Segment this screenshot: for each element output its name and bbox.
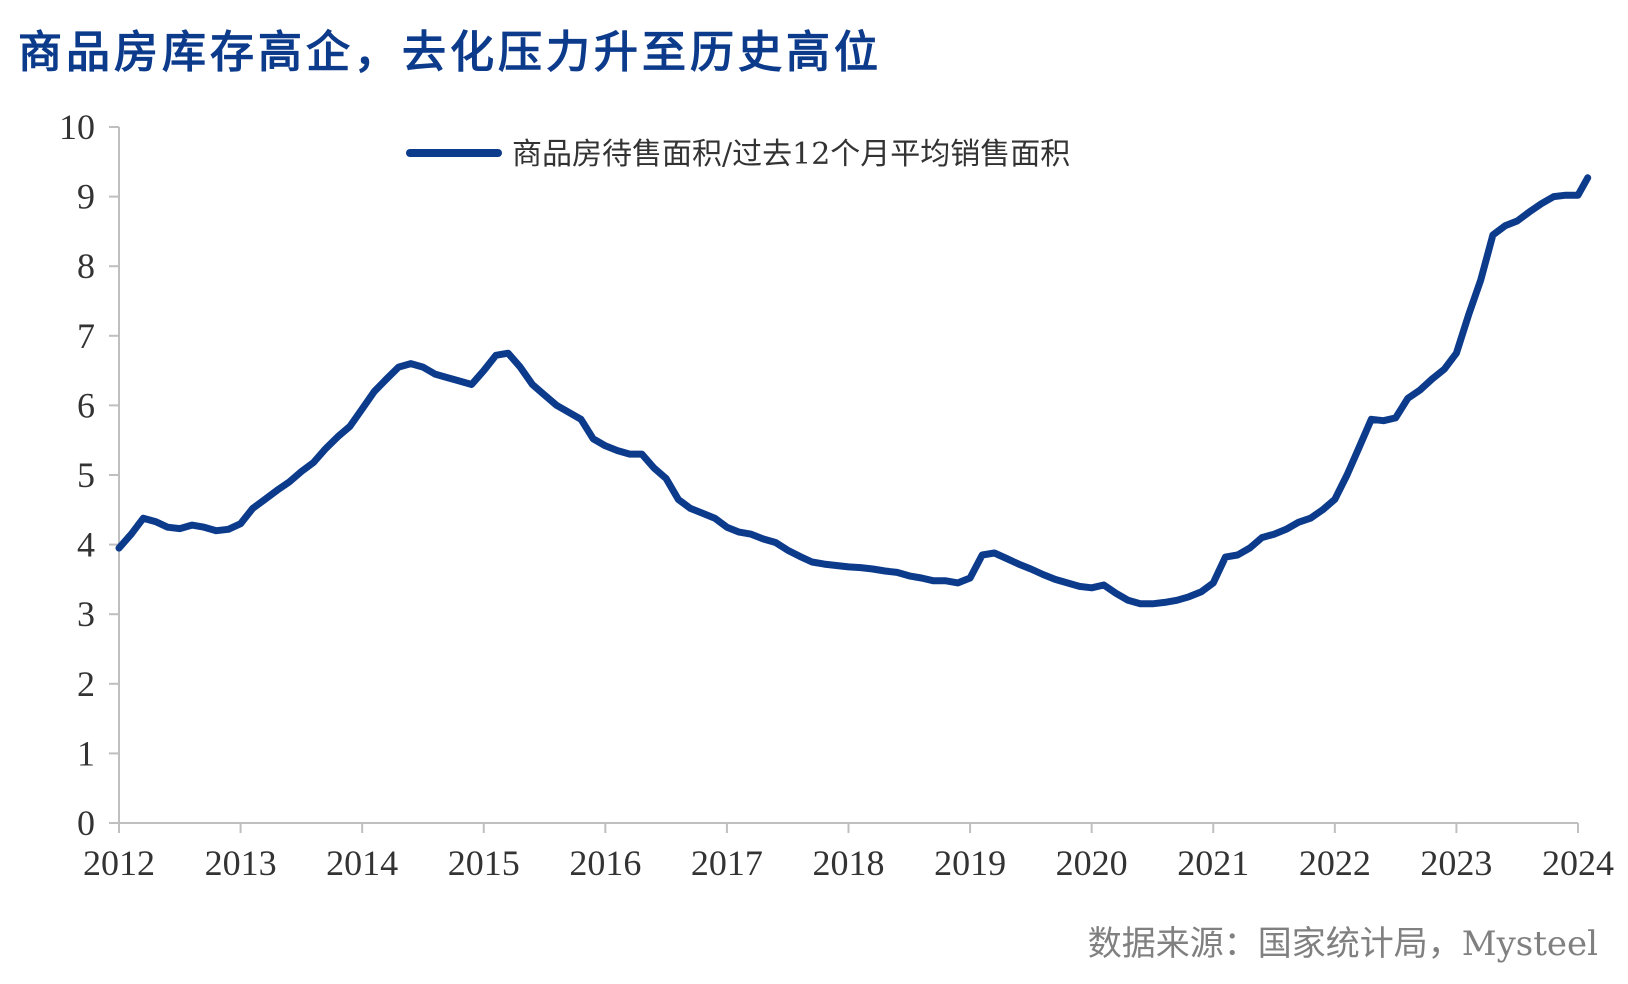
y-tick-label: 9 — [77, 177, 95, 217]
legend-label: 商品房待售面积/过去12个月平均销售面积 — [512, 137, 1070, 172]
y-tick-label: 6 — [77, 385, 95, 425]
legend: 商品房待售面积/过去12个月平均销售面积 — [406, 137, 1070, 172]
series-line — [115, 174, 1592, 608]
x-tick-label: 2024 — [1542, 843, 1614, 883]
x-tick-label: 2021 — [1177, 843, 1249, 883]
y-axis: 0 1 2 3 4 5 6 7 8 9 10 — [59, 107, 120, 843]
x-tick-label: 2012 — [83, 843, 155, 883]
source-note: 数据来源：国家统计局，Mysteel — [1087, 924, 1598, 964]
x-tick-label: 2014 — [326, 843, 398, 883]
y-tick-label: 0 — [77, 803, 95, 843]
y-tick-label: 8 — [77, 246, 95, 286]
y-tick-label: 3 — [77, 594, 95, 634]
x-axis: 2012 2013 2014 2015 2016 2017 2018 2019 2020 2021… — [83, 822, 1614, 883]
series-group — [115, 174, 1592, 608]
y-tick-label: 1 — [77, 733, 95, 773]
x-tick-label: 2020 — [1056, 843, 1128, 883]
y-tick-label: 5 — [77, 455, 95, 495]
x-tick-label: 2013 — [205, 843, 277, 883]
y-tick-label: 7 — [77, 316, 95, 356]
x-tick-label: 2023 — [1420, 843, 1492, 883]
x-tick-label: 2019 — [934, 843, 1006, 883]
x-tick-label: 2016 — [569, 843, 641, 883]
y-tick-label: 10 — [59, 107, 95, 147]
x-tick-label: 2022 — [1299, 843, 1371, 883]
x-tick-label: 2015 — [448, 843, 520, 883]
x-tick-label: 2017 — [691, 843, 763, 883]
y-tick-label: 4 — [77, 525, 95, 565]
x-tick-label: 2018 — [813, 843, 885, 883]
page-title: 商品房库存高企，去化压力升至历史高位 — [18, 27, 882, 78]
y-tick-label: 2 — [77, 664, 95, 704]
